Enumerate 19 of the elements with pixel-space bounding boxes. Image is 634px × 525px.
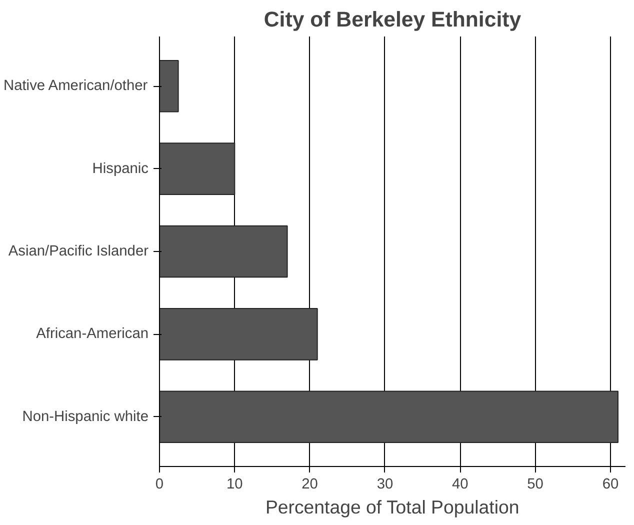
chart-title: City of Berkeley Ethnicity [264,8,522,32]
x-tick-label: 60 [602,476,619,492]
x-tick-label: 50 [527,476,544,492]
x-tick-label: 10 [226,476,243,492]
bar [160,225,288,278]
bar [160,60,179,112]
bar [160,142,236,195]
x-tick-label: 30 [376,476,394,492]
x-tick-label: 40 [452,476,468,492]
y-tick-label: Asian/Pacific Islander [8,244,149,260]
bar [160,390,618,444]
x-axis-title: Percentage of Total Population [265,496,520,518]
y-tick-label: African-American [36,326,149,342]
x-tick-label: 0 [155,476,164,492]
y-tick-label: Hispanic [92,160,149,177]
x-tick-label: 20 [302,476,318,492]
y-tick-label: Non-Hispanic white [22,408,149,425]
y-tick-label: Native American/other [4,78,148,94]
bar [160,308,318,360]
